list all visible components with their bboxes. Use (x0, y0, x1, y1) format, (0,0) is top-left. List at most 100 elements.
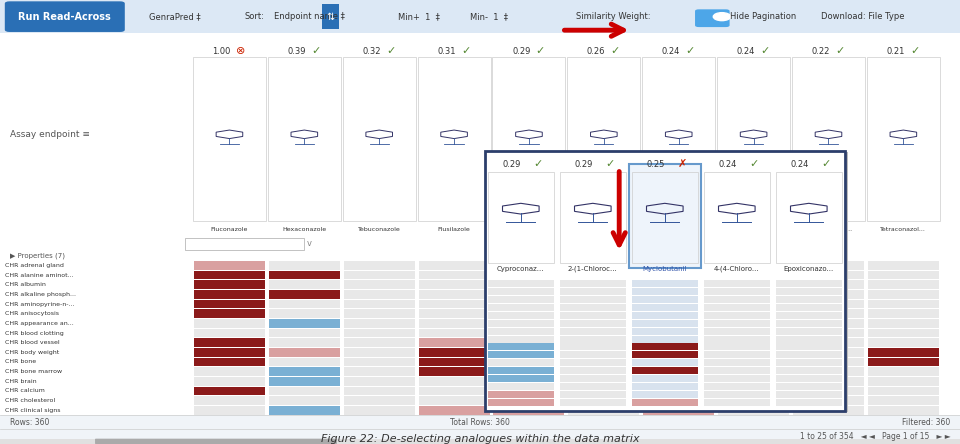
FancyBboxPatch shape (704, 344, 770, 350)
FancyBboxPatch shape (704, 336, 770, 343)
FancyBboxPatch shape (643, 348, 714, 357)
FancyBboxPatch shape (419, 280, 490, 289)
FancyBboxPatch shape (868, 367, 939, 376)
Text: 1.00: 1.00 (212, 47, 231, 56)
FancyBboxPatch shape (194, 338, 265, 347)
FancyBboxPatch shape (344, 406, 415, 415)
FancyBboxPatch shape (632, 304, 698, 311)
FancyBboxPatch shape (560, 312, 626, 319)
Text: CHR bone marrow: CHR bone marrow (5, 369, 62, 374)
FancyBboxPatch shape (493, 377, 564, 386)
FancyBboxPatch shape (643, 271, 714, 279)
Text: 4-(4-Chloro...: 4-(4-Chloro... (714, 266, 759, 272)
FancyBboxPatch shape (488, 351, 554, 358)
FancyBboxPatch shape (568, 406, 639, 415)
FancyBboxPatch shape (269, 357, 340, 366)
FancyBboxPatch shape (269, 290, 340, 299)
Text: ✓: ✓ (910, 46, 920, 56)
FancyBboxPatch shape (568, 261, 639, 270)
FancyBboxPatch shape (493, 338, 564, 347)
Text: 0.24: 0.24 (718, 160, 736, 169)
FancyBboxPatch shape (194, 406, 265, 415)
FancyBboxPatch shape (776, 312, 842, 319)
Text: Endpoint name ‡: Endpoint name ‡ (274, 12, 345, 21)
FancyBboxPatch shape (776, 375, 842, 382)
FancyBboxPatch shape (185, 238, 304, 250)
FancyBboxPatch shape (269, 377, 340, 386)
FancyBboxPatch shape (868, 377, 939, 386)
FancyBboxPatch shape (793, 367, 864, 376)
FancyBboxPatch shape (560, 359, 626, 366)
FancyBboxPatch shape (568, 271, 639, 279)
FancyBboxPatch shape (718, 261, 789, 270)
FancyBboxPatch shape (643, 387, 714, 395)
FancyBboxPatch shape (560, 336, 626, 343)
FancyBboxPatch shape (493, 261, 564, 270)
FancyBboxPatch shape (560, 288, 626, 295)
FancyBboxPatch shape (194, 396, 265, 405)
FancyBboxPatch shape (488, 344, 554, 350)
FancyBboxPatch shape (776, 391, 842, 398)
Text: Rows: 360: Rows: 360 (10, 418, 49, 427)
Text: Sort:: Sort: (245, 12, 265, 21)
FancyBboxPatch shape (776, 359, 842, 366)
FancyBboxPatch shape (568, 367, 639, 376)
FancyBboxPatch shape (643, 290, 714, 299)
FancyBboxPatch shape (493, 329, 564, 337)
Text: 0.25: 0.25 (646, 160, 664, 169)
Text: ✓: ✓ (606, 159, 614, 169)
Text: CHR aminopyrine-n-...: CHR aminopyrine-n-... (5, 301, 74, 306)
Text: Myclobutanil: Myclobutanil (642, 266, 687, 272)
FancyBboxPatch shape (718, 357, 789, 366)
FancyBboxPatch shape (568, 280, 639, 289)
FancyBboxPatch shape (868, 338, 939, 347)
FancyBboxPatch shape (793, 348, 864, 357)
FancyBboxPatch shape (493, 280, 564, 289)
FancyBboxPatch shape (868, 406, 939, 415)
FancyBboxPatch shape (776, 320, 842, 327)
Text: Hexaconazole: Hexaconazole (282, 227, 326, 233)
FancyBboxPatch shape (194, 329, 265, 337)
FancyBboxPatch shape (492, 57, 565, 221)
Text: Run Read-Across: Run Read-Across (18, 12, 111, 22)
FancyBboxPatch shape (344, 367, 415, 376)
Text: ⊗: ⊗ (236, 46, 246, 56)
FancyBboxPatch shape (643, 367, 714, 376)
FancyBboxPatch shape (632, 296, 698, 303)
FancyBboxPatch shape (868, 290, 939, 299)
Text: ✓: ✓ (611, 46, 620, 56)
FancyBboxPatch shape (568, 338, 639, 347)
Text: Total Rows: 360: Total Rows: 360 (450, 418, 510, 427)
FancyBboxPatch shape (793, 396, 864, 405)
FancyBboxPatch shape (793, 261, 864, 270)
FancyBboxPatch shape (194, 261, 265, 270)
Text: 0.29: 0.29 (512, 47, 531, 56)
Text: CHR anisocytosis: CHR anisocytosis (5, 311, 59, 316)
FancyBboxPatch shape (488, 172, 554, 263)
FancyBboxPatch shape (419, 377, 490, 386)
FancyBboxPatch shape (194, 319, 265, 328)
FancyBboxPatch shape (488, 320, 554, 327)
Text: CHR appearance an...: CHR appearance an... (5, 321, 74, 326)
FancyBboxPatch shape (193, 57, 266, 221)
FancyBboxPatch shape (868, 261, 939, 270)
Text: 2-(1-Chloroc...: 2-(1-Chloroc... (568, 266, 617, 272)
FancyBboxPatch shape (344, 348, 415, 357)
FancyBboxPatch shape (717, 57, 790, 221)
FancyBboxPatch shape (269, 300, 340, 309)
FancyBboxPatch shape (868, 329, 939, 337)
Text: ✓: ✓ (835, 46, 845, 56)
FancyBboxPatch shape (632, 375, 698, 382)
FancyBboxPatch shape (695, 9, 730, 27)
FancyBboxPatch shape (867, 57, 940, 221)
FancyBboxPatch shape (488, 399, 554, 406)
FancyBboxPatch shape (488, 391, 554, 398)
FancyBboxPatch shape (488, 296, 554, 303)
Text: ✓: ✓ (760, 46, 770, 56)
FancyBboxPatch shape (632, 172, 698, 263)
Text: ✓: ✓ (750, 159, 758, 169)
FancyBboxPatch shape (419, 338, 490, 347)
FancyBboxPatch shape (560, 344, 626, 350)
FancyBboxPatch shape (632, 399, 698, 406)
FancyBboxPatch shape (493, 309, 564, 318)
